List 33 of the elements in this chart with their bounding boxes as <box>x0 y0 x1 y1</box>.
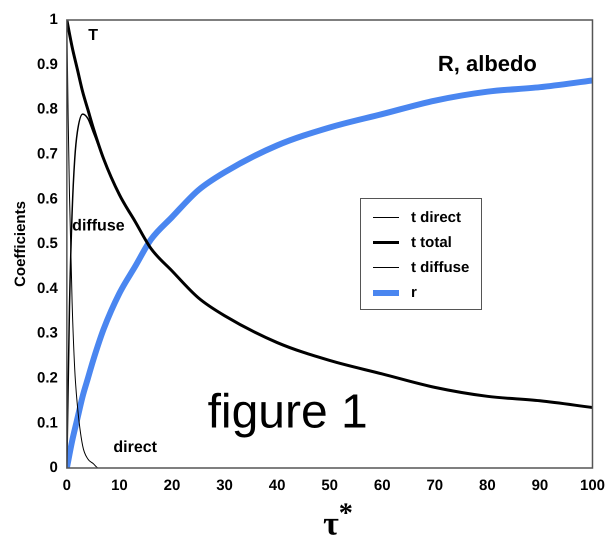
annotation: R, albedo <box>438 50 537 76</box>
y-axis-title: Coefficients <box>12 201 30 287</box>
x-tick-label: 30 <box>216 477 233 494</box>
x-tick-label: 10 <box>111 477 128 494</box>
annotation: figure 1 <box>208 385 368 438</box>
legend-label: t total <box>411 234 452 251</box>
legend-label: t diffuse <box>411 259 470 276</box>
legend-label: t direct <box>411 209 462 226</box>
y-tick-label: 0.1 <box>36 414 58 432</box>
y-tick-label: 0.5 <box>36 235 58 252</box>
x-tick-label: 100 <box>580 477 605 494</box>
legend-label: r <box>411 284 417 301</box>
x-tick-label: 50 <box>321 477 338 494</box>
annotation: diffuse <box>72 217 125 234</box>
x-tick-label: 0 <box>62 477 72 494</box>
annotation: direct <box>113 439 158 456</box>
annotation: T <box>88 27 98 44</box>
x-tick-label: 70 <box>426 477 444 494</box>
y-tick-label: 0.9 <box>36 56 58 73</box>
x-tick-label: 60 <box>374 477 391 494</box>
x-tick-label: 80 <box>479 477 496 494</box>
y-tick-label: 0.2 <box>36 370 58 387</box>
y-tick-label: 0.7 <box>36 146 58 163</box>
x-tick-label: 20 <box>164 477 180 494</box>
y-tick-label: 1 <box>50 11 58 28</box>
y-tick-label: 0.8 <box>36 100 58 118</box>
x-tick-label: 90 <box>532 477 548 494</box>
y-tick-label: 0.6 <box>36 190 58 208</box>
y-tick-label: 0.3 <box>36 324 58 342</box>
y-tick-label: 0 <box>50 459 58 476</box>
x-axis-title: τ$^{*}$ <box>322 498 354 544</box>
y-tick-label: 0.4 <box>36 280 58 297</box>
x-tick-label: 40 <box>268 477 286 494</box>
